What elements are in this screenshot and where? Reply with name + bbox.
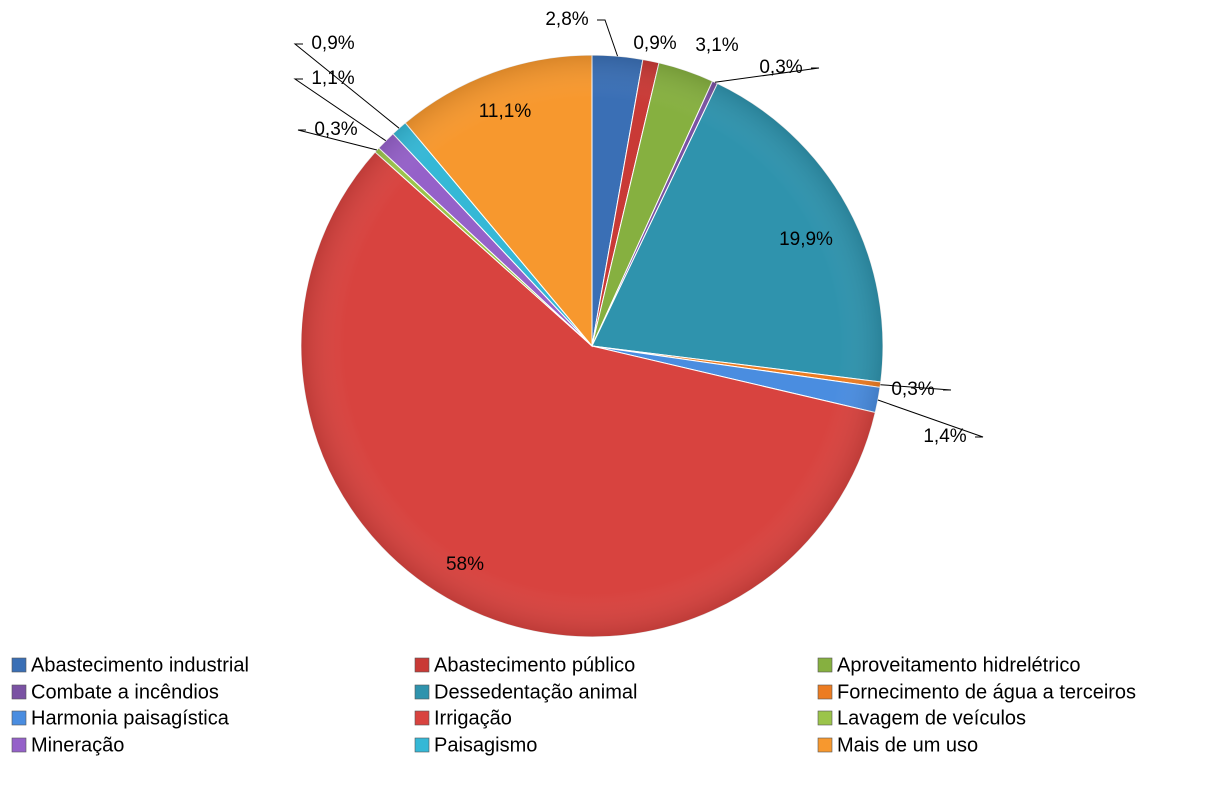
leader-line bbox=[880, 384, 952, 391]
data-label: 1,1% bbox=[311, 68, 354, 89]
legend-label: Combate a incêndios bbox=[31, 681, 219, 703]
legend-label: Paisagismo bbox=[434, 734, 537, 756]
legend-swatch bbox=[414, 684, 430, 700]
data-label: 2,8% bbox=[545, 9, 588, 30]
legend-swatch bbox=[11, 657, 27, 673]
legend-swatch bbox=[817, 657, 833, 673]
legend-label: Fornecimento de água a terceiros bbox=[837, 681, 1136, 703]
leader-line bbox=[597, 19, 619, 57]
data-label: 58% bbox=[446, 554, 484, 575]
legend-swatch bbox=[414, 737, 430, 753]
legend-swatch bbox=[414, 710, 430, 726]
legend-label: Irrigação bbox=[434, 707, 512, 729]
legend-swatch bbox=[817, 737, 833, 753]
legend-swatch bbox=[817, 710, 833, 726]
legend-label: Abastecimento industrial bbox=[31, 654, 249, 676]
legend-label: Aproveitamento hidrelétrico bbox=[837, 654, 1080, 676]
data-label: 11,1% bbox=[479, 101, 532, 122]
legend-label: Harmonia paisagística bbox=[31, 707, 230, 729]
data-label: 0,3% bbox=[314, 119, 357, 140]
legend-swatch bbox=[11, 684, 27, 700]
leader-line bbox=[877, 399, 984, 438]
data-label: 3,1% bbox=[695, 35, 738, 56]
legend-label: Abastecimento público bbox=[434, 654, 635, 676]
legend-label: Dessedentação animal bbox=[434, 681, 637, 703]
legend-swatch bbox=[11, 710, 27, 726]
data-label: 1,4% bbox=[923, 426, 966, 447]
legend-swatch bbox=[11, 737, 27, 753]
legend-label: Mais de um uso bbox=[837, 734, 978, 756]
legend-label: Mineração bbox=[31, 734, 124, 756]
data-label: 0,3% bbox=[759, 57, 802, 78]
legend-swatch bbox=[817, 684, 833, 700]
data-label: 0,9% bbox=[633, 33, 676, 54]
data-label: 0,9% bbox=[311, 33, 354, 54]
legend-swatch bbox=[414, 657, 430, 673]
legend-label: Lavagem de veículos bbox=[837, 707, 1026, 729]
data-label: 19,9% bbox=[779, 229, 833, 250]
data-label: 0,3% bbox=[891, 379, 934, 400]
